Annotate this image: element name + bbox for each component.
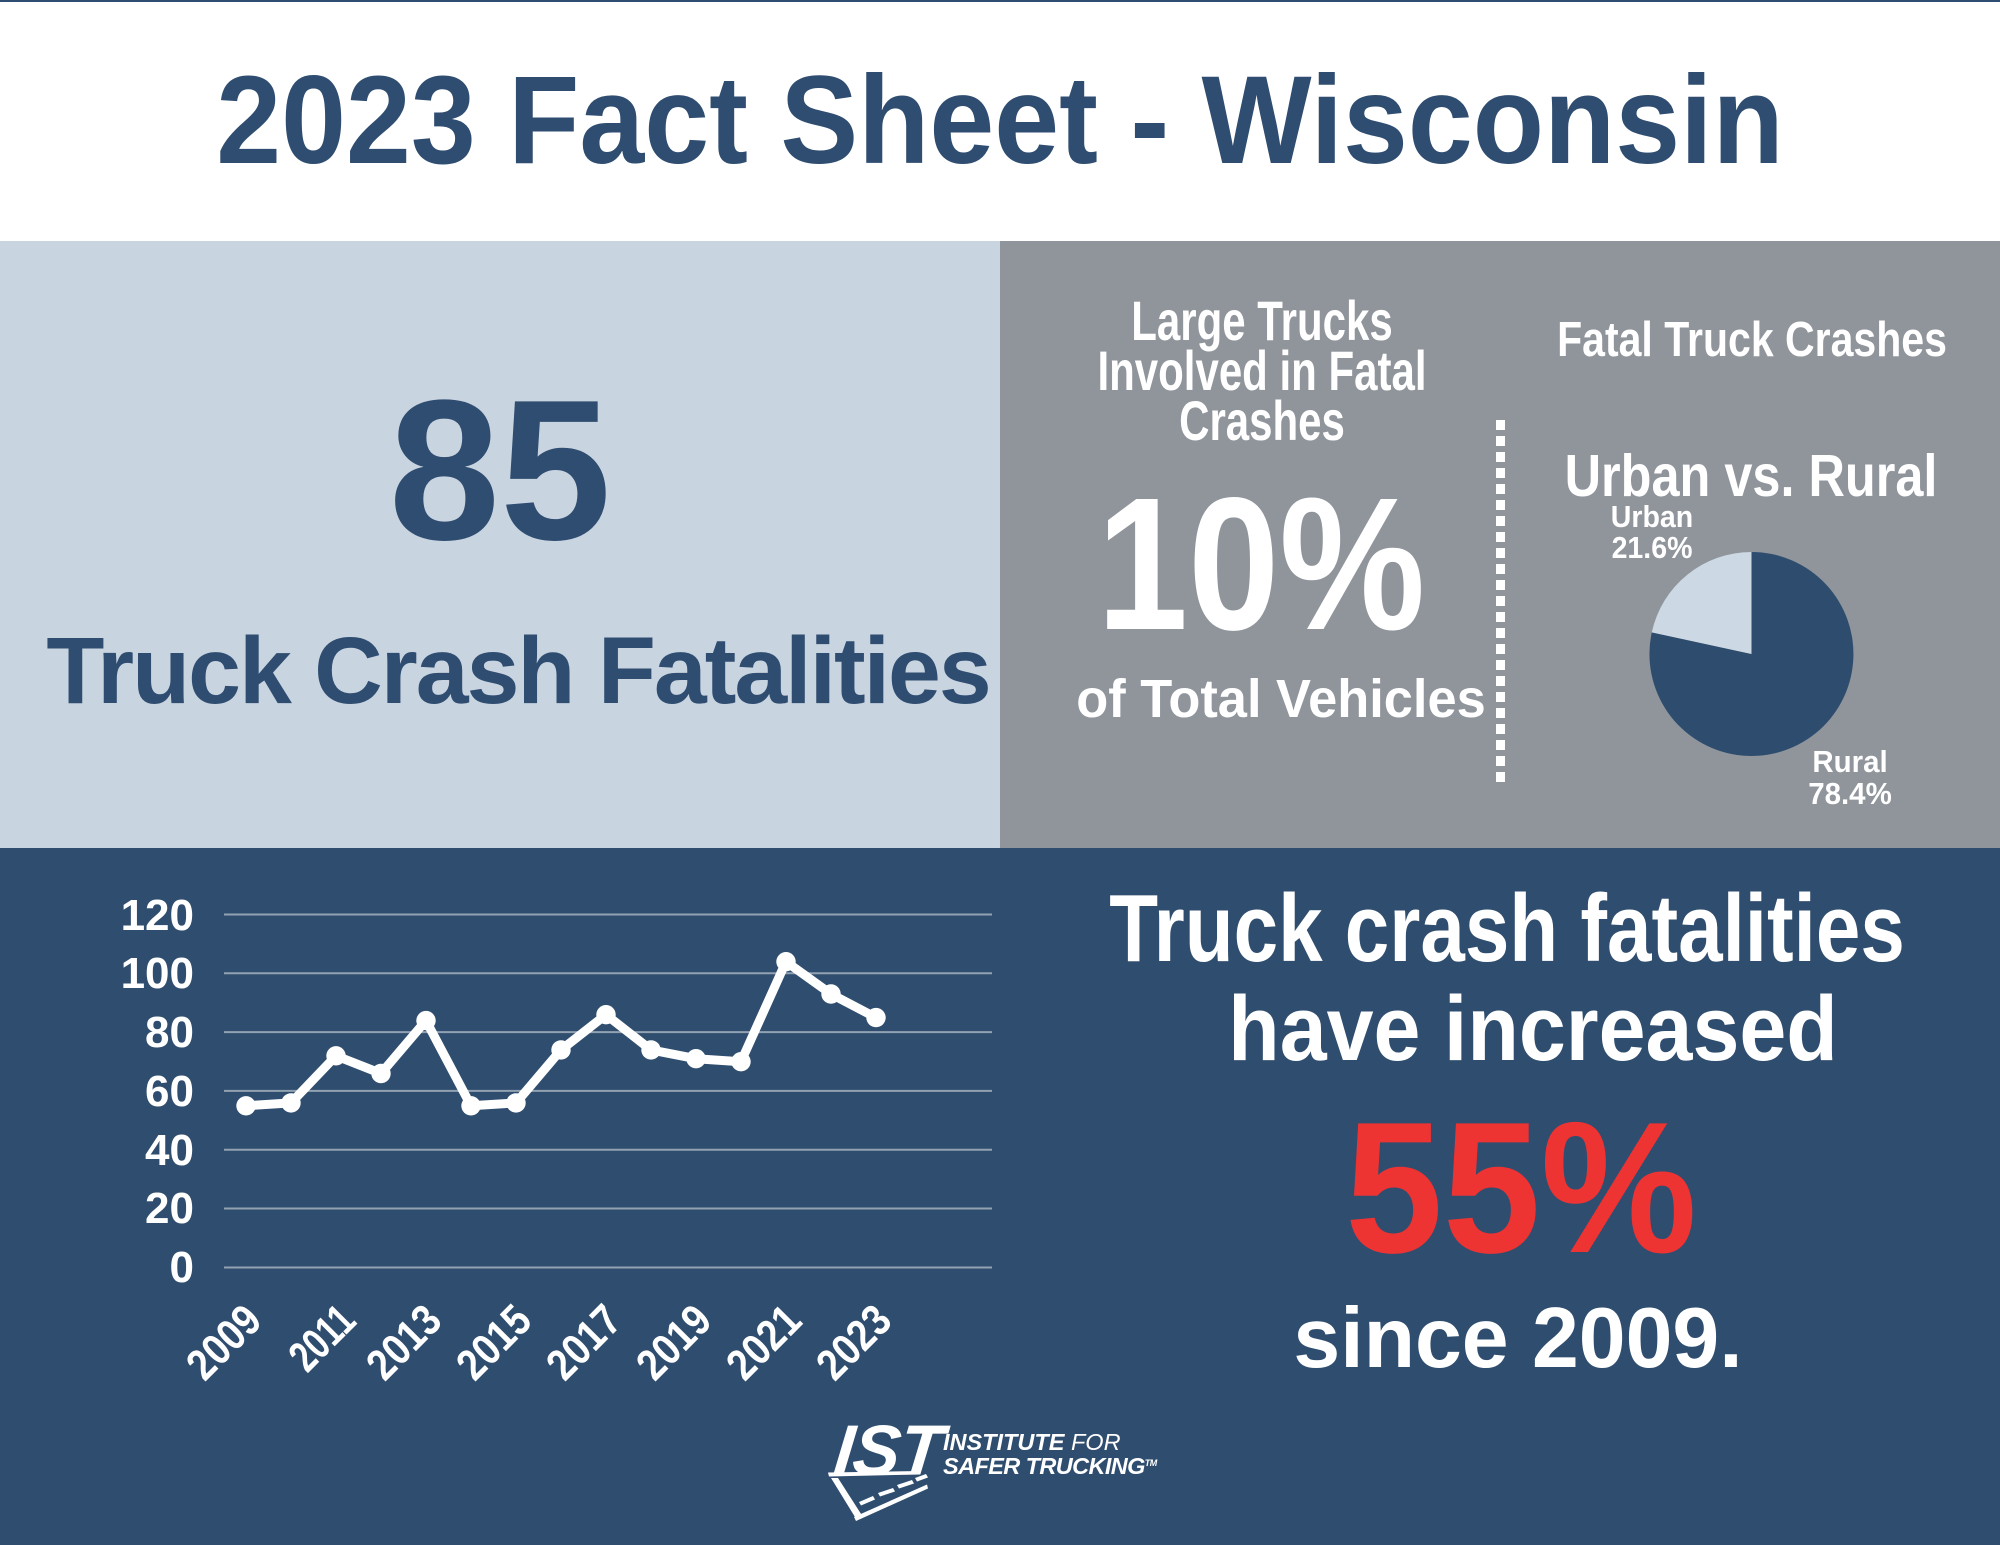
svg-text:INSTITUTE FOR: INSTITUTE FOR: [943, 1429, 1121, 1455]
svg-text:IST: IST: [830, 1412, 952, 1491]
svg-text:100: 100: [121, 949, 194, 998]
svg-text:SAFER TRUCKINGTM: SAFER TRUCKINGTM: [943, 1453, 1158, 1479]
svg-text:2017: 2017: [537, 1295, 631, 1389]
svg-text:40: 40: [145, 1126, 194, 1175]
svg-text:2021: 2021: [717, 1295, 811, 1389]
svg-text:2013: 2013: [357, 1295, 451, 1389]
svg-text:20: 20: [145, 1184, 194, 1233]
svg-text:120: 120: [121, 891, 194, 940]
svg-text:80: 80: [145, 1008, 194, 1057]
svg-text:60: 60: [145, 1067, 194, 1116]
svg-text:2009: 2009: [177, 1295, 271, 1389]
svg-text:2023: 2023: [807, 1295, 901, 1389]
svg-text:0: 0: [170, 1243, 194, 1292]
svg-text:2011: 2011: [280, 1295, 366, 1381]
svg-text:2015: 2015: [447, 1295, 541, 1389]
svg-text:2019: 2019: [627, 1295, 721, 1389]
